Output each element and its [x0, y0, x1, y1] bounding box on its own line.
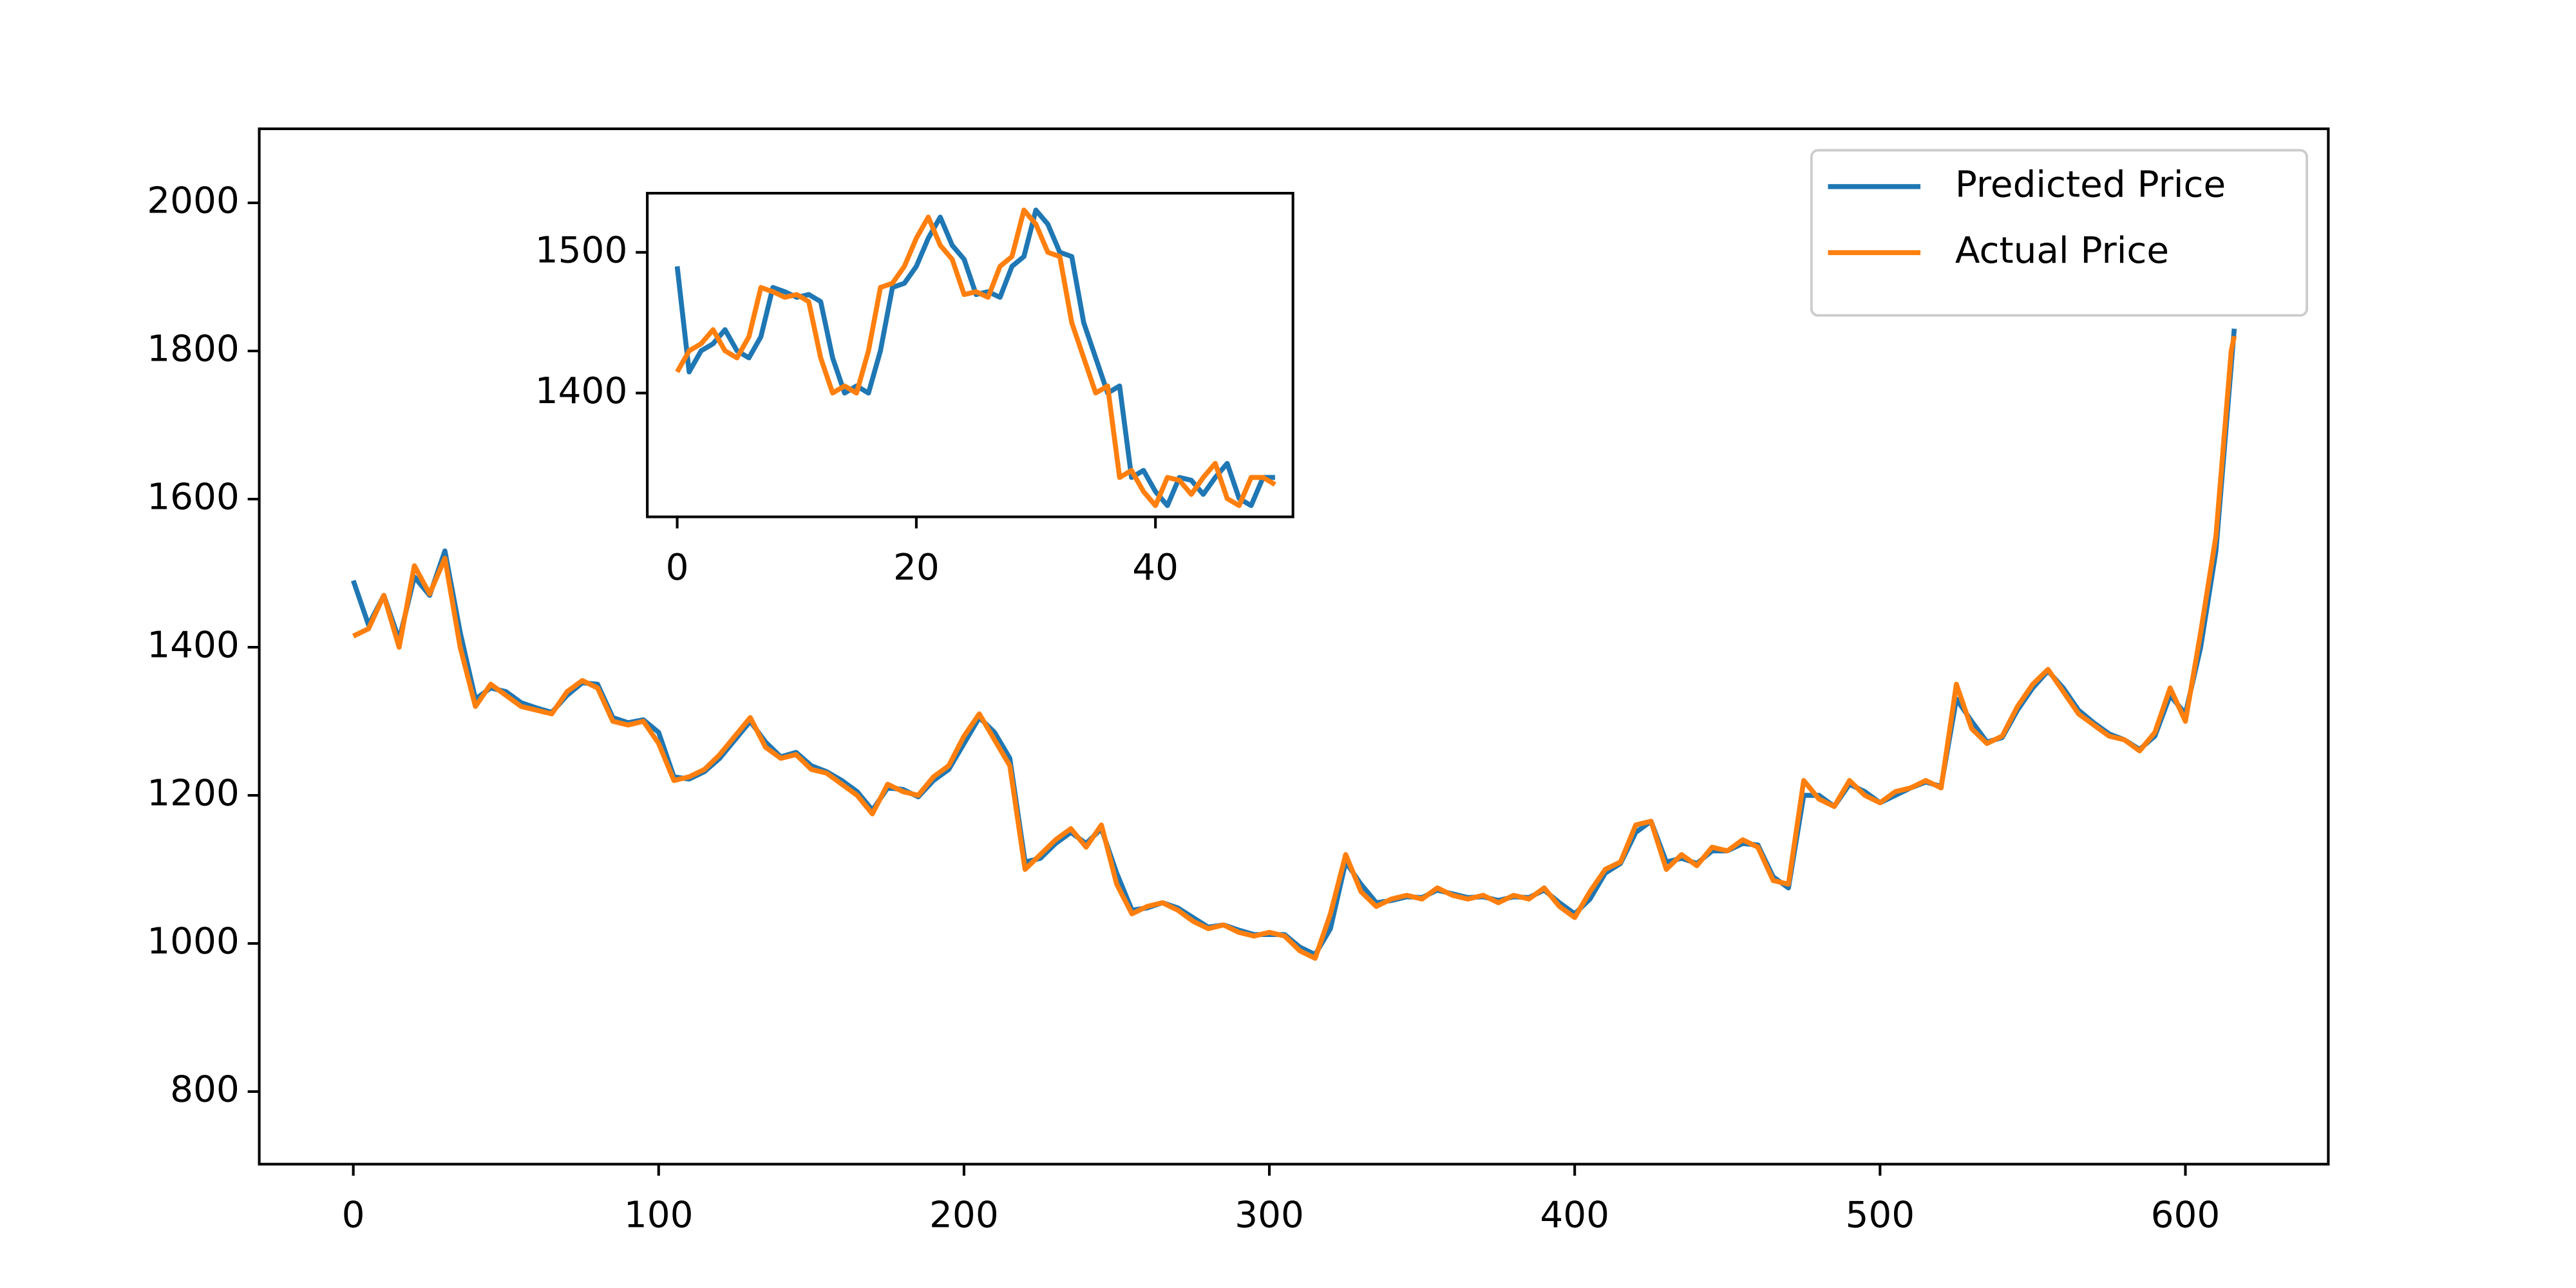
legend-label: Actual Price: [1955, 230, 2169, 272]
x-tick-label: 0: [342, 1194, 365, 1236]
y-tick-label: 1400: [147, 625, 240, 667]
x-tick-label: 100: [624, 1194, 694, 1236]
x-tick-label: 300: [1235, 1194, 1304, 1236]
axes-frame: [646, 191, 1294, 518]
y-tick-label: 1600: [147, 477, 240, 518]
y-tick-label: 1800: [147, 328, 240, 370]
y-tick-label: 1200: [147, 773, 240, 815]
y-tick-label: 1000: [147, 921, 240, 963]
y-tick-label: 800: [170, 1069, 240, 1111]
x-tick-label: 40: [1132, 547, 1179, 589]
x-tick-label: 400: [1540, 1194, 1609, 1236]
x-tick-label: 200: [929, 1194, 999, 1236]
x-tick-label: 0: [666, 547, 689, 589]
x-tick-label: 500: [1846, 1194, 1915, 1236]
x-tick-label: 20: [893, 547, 940, 589]
series-line: [675, 207, 1276, 508]
y-tick-label: 1400: [535, 370, 628, 412]
legend-box: [1810, 149, 2308, 317]
axes-background: [647, 193, 1293, 517]
legend-label: Predicted Price: [1955, 164, 2226, 205]
series-line: [674, 207, 1275, 508]
y-tick-label: 2000: [147, 180, 240, 222]
plot-area: [350, 328, 2237, 961]
plot-area: [674, 207, 1276, 508]
series-line: [352, 336, 2237, 961]
y-tick-label: 1500: [535, 229, 628, 271]
x-tick-label: 600: [2151, 1194, 2221, 1236]
